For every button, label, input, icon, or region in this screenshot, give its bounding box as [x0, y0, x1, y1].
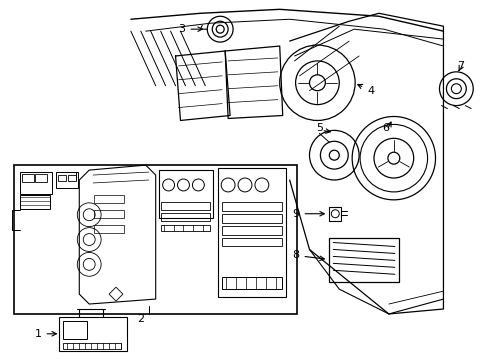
Bar	[59, 175, 66, 181]
Bar	[94, 195, 123, 203]
Text: 9: 9	[292, 209, 324, 219]
Bar	[94, 210, 123, 218]
Text: 8: 8	[292, 251, 324, 261]
Bar	[94, 225, 123, 233]
Text: 1: 1	[35, 329, 56, 339]
Bar	[20, 172, 51, 194]
Bar	[222, 277, 281, 289]
Bar	[218, 168, 285, 297]
Bar	[35, 174, 46, 182]
Bar	[222, 238, 281, 247]
Bar	[222, 226, 281, 235]
Bar	[20, 195, 49, 209]
Bar	[328, 238, 398, 282]
Text: 6: 6	[382, 123, 388, 134]
Text: 5: 5	[315, 123, 322, 134]
Bar	[222, 214, 281, 223]
Bar	[14, 165, 296, 314]
Bar	[68, 175, 76, 181]
Text: 3: 3	[178, 24, 202, 34]
Bar	[60, 317, 127, 351]
Text: 7: 7	[456, 61, 463, 71]
Bar	[63, 343, 121, 349]
Bar	[328, 207, 341, 221]
Bar	[21, 174, 34, 182]
Text: 4: 4	[357, 85, 373, 96]
Bar	[161, 202, 210, 210]
Bar	[161, 225, 210, 231]
Bar	[222, 202, 281, 211]
Bar	[63, 321, 87, 339]
Bar	[158, 170, 213, 218]
Text: 2: 2	[137, 314, 144, 324]
Bar	[161, 213, 210, 221]
Bar	[56, 172, 78, 188]
